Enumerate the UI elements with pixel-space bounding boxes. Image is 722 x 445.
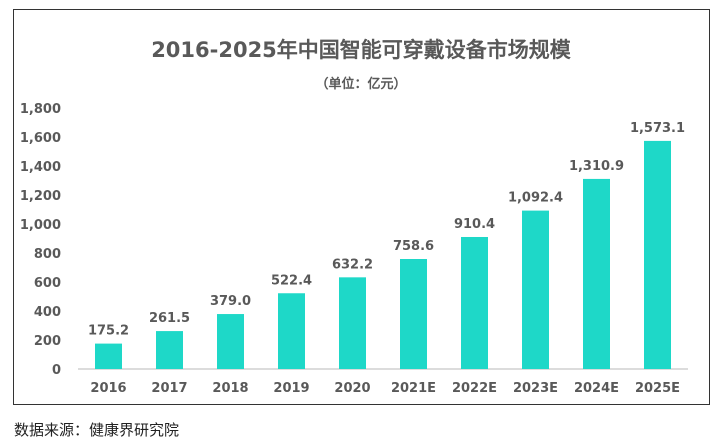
x-tick-label: 2021E <box>391 381 436 396</box>
y-tick-label: 1,800 <box>20 102 61 117</box>
bar <box>461 236 488 369</box>
y-tick-label: 1,000 <box>20 218 61 233</box>
y-tick-label: 1,400 <box>20 160 61 175</box>
chart-subtitle: （单位：亿元） <box>315 77 407 92</box>
x-tick-label: 2017 <box>151 381 187 396</box>
data-label: 1,310.9 <box>569 159 624 174</box>
chart-frame <box>13 9 710 405</box>
x-tick-label: 2018 <box>212 381 248 396</box>
bar <box>400 259 427 369</box>
x-tick-label: 2016 <box>90 381 126 396</box>
y-tick-label: 400 <box>34 305 61 320</box>
source-note: 数据来源：健康界研究院 <box>14 421 180 439</box>
x-tick-label: 2020 <box>334 381 370 396</box>
bar <box>95 343 122 369</box>
data-label: 910.4 <box>454 217 495 232</box>
x-tick-label: 2025E <box>635 381 680 396</box>
data-label: 1,573.1 <box>630 121 685 136</box>
data-label: 261.5 <box>149 311 190 326</box>
y-tick-label: 1,600 <box>20 131 61 146</box>
data-label: 1,092.4 <box>508 191 563 206</box>
x-tick-label: 2019 <box>273 381 309 396</box>
bar <box>522 210 549 369</box>
y-tick-label: 1,200 <box>20 189 61 204</box>
y-tick-label: 0 <box>52 363 61 378</box>
bar <box>583 178 610 369</box>
bar <box>339 277 366 369</box>
bar <box>156 331 183 369</box>
y-tick-label: 600 <box>34 276 61 291</box>
y-tick-label: 800 <box>34 247 61 262</box>
bar <box>217 314 244 369</box>
data-label: 758.6 <box>393 239 434 254</box>
y-tick-label: 200 <box>34 334 61 349</box>
data-label: 632.2 <box>332 257 373 272</box>
data-label: 175.2 <box>88 324 129 339</box>
bar <box>278 293 305 369</box>
data-label: 379.0 <box>210 294 251 309</box>
chart-title: 2016-2025年中国智能可穿戴设备市场规模 <box>151 38 571 62</box>
x-tick-label: 2024E <box>574 381 619 396</box>
bar <box>644 140 671 369</box>
data-label: 522.4 <box>271 273 312 288</box>
x-tick-label: 2023E <box>513 381 558 396</box>
x-tick-label: 2022E <box>452 381 497 396</box>
